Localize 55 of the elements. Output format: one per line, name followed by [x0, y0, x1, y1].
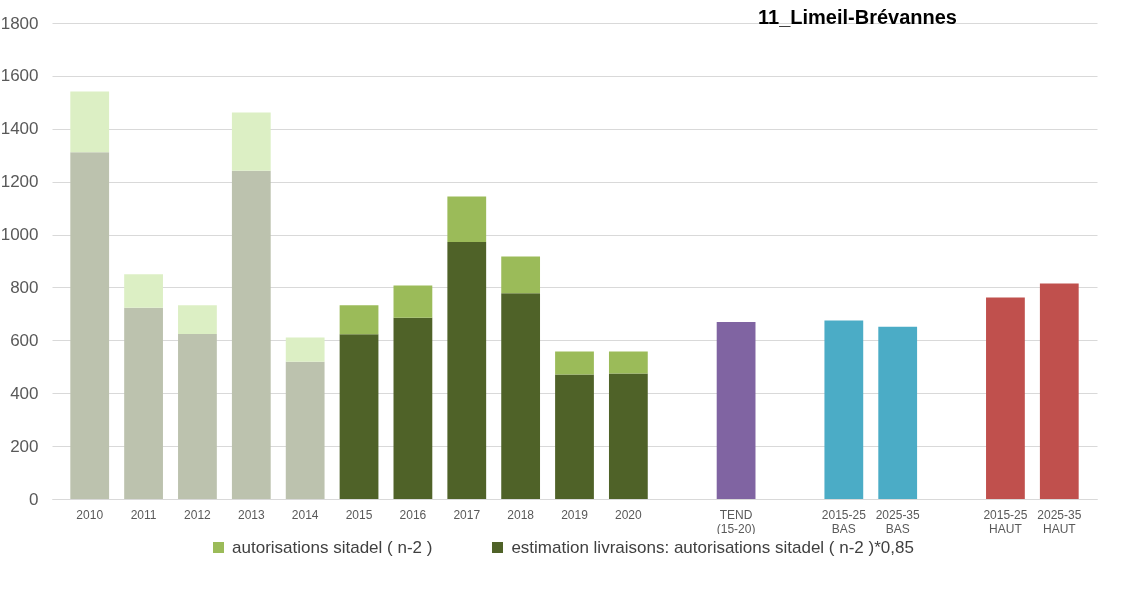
x-tick-label: 2020 — [615, 507, 643, 522]
legend-label: autorisations sitadel ( n-2 ) — [231, 538, 433, 558]
bar — [124, 307, 163, 499]
x-tick-label: 2019 — [561, 507, 589, 522]
bar — [393, 285, 433, 318]
y-tick-label: 1800 — [0, 13, 39, 33]
bar — [178, 333, 217, 499]
bar — [447, 196, 487, 242]
x-tick-label: 2012 — [184, 507, 212, 522]
bar — [231, 112, 271, 171]
bar — [501, 293, 541, 499]
x-tick-label: 2025-35 HAUT — [1037, 507, 1082, 536]
bar — [824, 320, 864, 499]
x-tick-label: 2011 — [130, 507, 157, 522]
y-tick-label: 1600 — [0, 66, 39, 86]
bar — [878, 326, 918, 499]
bar — [608, 373, 648, 499]
bar — [178, 305, 217, 334]
y-tick-label: 0 — [29, 489, 39, 509]
bar — [285, 361, 325, 499]
x-tick-label: 2015 — [345, 507, 373, 522]
chart-title: 11_Limeil-Brévannes — [758, 6, 957, 28]
x-tick-label: 2014 — [291, 507, 319, 522]
y-tick-label: 1200 — [0, 172, 39, 192]
bar — [555, 374, 594, 499]
x-tick-label: 2010 — [76, 507, 104, 522]
y-tick-label: 1400 — [0, 119, 39, 139]
x-tick-label: 2018 — [507, 507, 535, 522]
bar — [339, 305, 379, 335]
bar — [285, 337, 325, 362]
bar — [1039, 283, 1079, 499]
x-tick-label: 2025-35 BAS — [875, 507, 921, 536]
x-tick-label: 2017 — [453, 507, 481, 522]
bar — [608, 351, 648, 374]
bar — [555, 351, 594, 375]
bar — [716, 322, 756, 499]
bar — [393, 317, 433, 499]
x-tick-label: 2013 — [237, 507, 265, 522]
y-tick-label: 200 — [10, 436, 39, 456]
bar — [70, 91, 110, 153]
x-tick-label: 2016 — [399, 507, 427, 522]
bar — [339, 334, 379, 499]
y-tick-label: 600 — [10, 330, 39, 350]
bar — [124, 274, 163, 308]
bar — [70, 152, 110, 499]
legend-label: estimation livraisons: autorisations sitadel ( n-2 )*0,85 — [510, 538, 914, 558]
y-tick-label: 1000 — [0, 225, 39, 245]
x-tick-label: 2015-25 BAS — [821, 507, 867, 536]
bar — [986, 297, 1025, 499]
bar — [231, 170, 271, 499]
bar — [447, 241, 487, 499]
x-tick-label: 2015-25 HAUT — [983, 507, 1028, 536]
y-tick-label: 400 — [10, 383, 39, 403]
bar — [501, 256, 541, 294]
y-tick-label: 800 — [10, 277, 39, 297]
